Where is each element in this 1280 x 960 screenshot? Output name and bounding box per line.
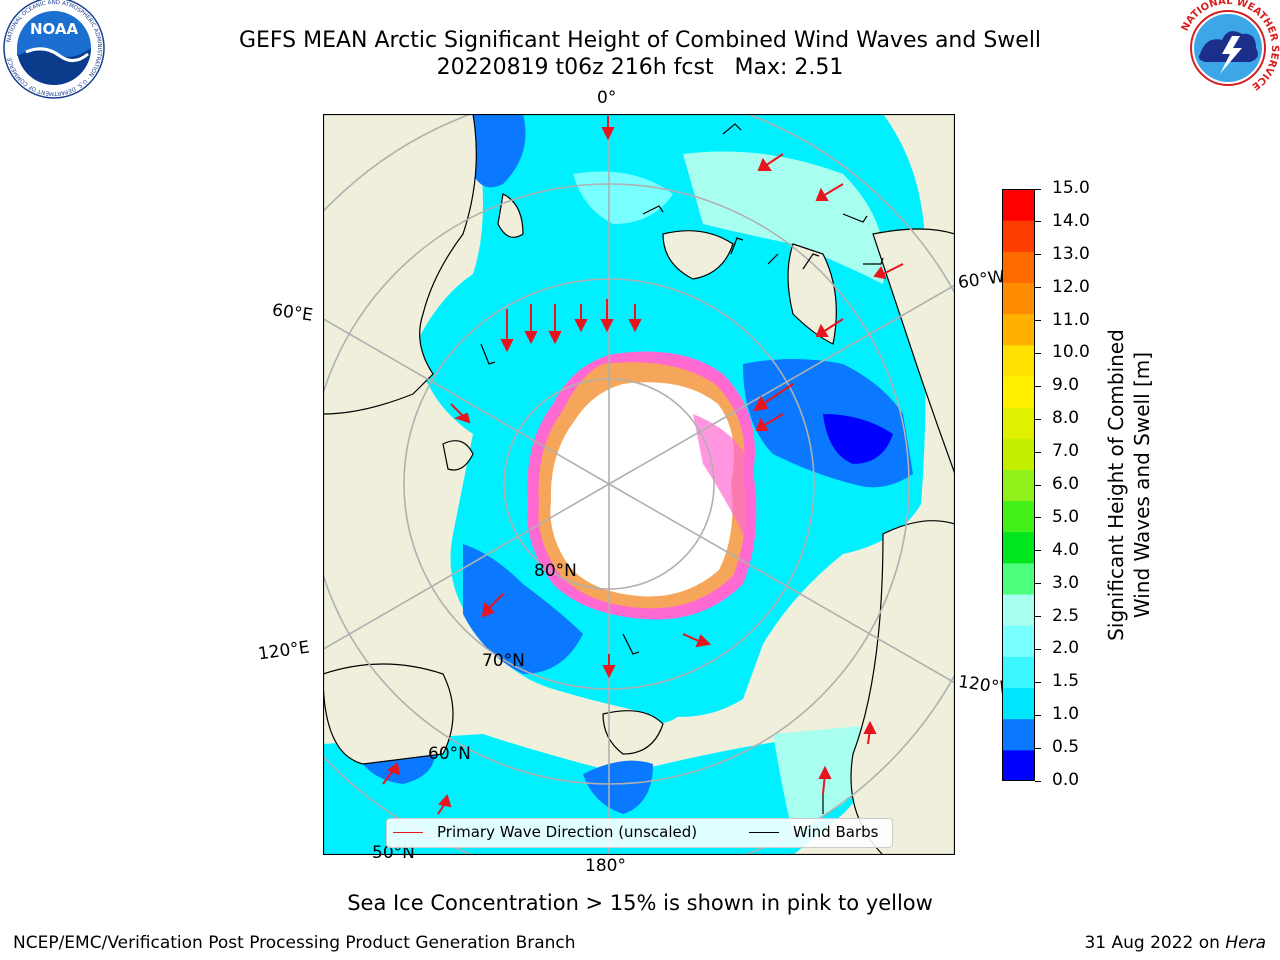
lat-label-50: 50°N (372, 843, 415, 863)
colorbar-tick-label: 9.0 (1052, 375, 1080, 396)
noaa-logo: NOAA NATIONAL OCEANIC AND ATMOSPHERIC AD… (3, 0, 105, 99)
colorbar-tick-mark (1035, 484, 1041, 486)
colorbar-tick-mark (1035, 550, 1041, 552)
colorbar-tick-label: 11.0 (1052, 309, 1090, 330)
sea-ice-field (527, 351, 757, 620)
colorbar-tick-label: 7.0 (1052, 441, 1080, 462)
wind-barbs (480, 123, 884, 814)
colorbar-tick-mark (1035, 517, 1041, 519)
coastlines (323, 114, 955, 855)
wind-barb-legend-label: Wind Barbs (793, 823, 879, 841)
footer-left: NCEP/EMC/Verification Post Processing Pr… (13, 933, 576, 953)
colorbar-tick-label: 0.0 (1052, 770, 1080, 790)
wave-direction-legend-line (393, 832, 423, 833)
colorbar-bin (1002, 189, 1035, 221)
colorbar-bin (1002, 344, 1035, 377)
colorbar-tick-mark (1035, 352, 1041, 354)
colorbar-tick-mark (1035, 747, 1041, 749)
colorbar-title: Significant Height of Combined Wind Wave… (1103, 315, 1155, 655)
colorbar-tick-mark (1035, 287, 1041, 289)
colorbar-tick-label: 12.0 (1052, 276, 1090, 297)
colorbar-tick-label: 1.5 (1052, 671, 1080, 692)
colorbar-tick-mark (1035, 418, 1041, 420)
lat-label-80: 80°N (534, 561, 577, 581)
footer-right: 31 Aug 2022 on Hera (1084, 933, 1266, 953)
colorbar-bin (1002, 407, 1035, 439)
colorbar-tick-label: 14.0 (1052, 210, 1090, 231)
colorbar-tick-mark (1035, 681, 1041, 683)
colorbar-tick-mark (1035, 188, 1041, 190)
colorbar-tick-label: 15.0 (1052, 178, 1090, 198)
lon-label-120e: 120°E (256, 637, 311, 665)
colorbar-tick-label: 1.0 (1052, 704, 1080, 725)
colorbar-bin (1002, 625, 1035, 657)
colorbar-tick-label: 8.0 (1052, 408, 1080, 429)
colorbar-title-line1: Significant Height of Combined (1104, 329, 1128, 641)
colorbar (1002, 189, 1035, 781)
footer-date: 31 Aug 2022 on (1084, 933, 1226, 953)
lon-label-60w: 60°W (956, 266, 1007, 294)
colorbar-tick-mark (1035, 714, 1041, 716)
colorbar-tick-label: 2.0 (1052, 638, 1080, 659)
colorbar-tick-label: 6.0 (1052, 474, 1080, 494)
colorbar-bin (1002, 562, 1035, 595)
polar-map (323, 114, 955, 855)
colorbar-bin (1002, 718, 1035, 751)
colorbar-tick-mark (1035, 385, 1041, 387)
lat-label-70: 70°N (482, 651, 525, 671)
noaa-text: NOAA (30, 20, 79, 38)
colorbar-bin (1002, 469, 1035, 502)
wind-barb-legend-line (749, 832, 779, 833)
colorbar-tick-mark (1035, 451, 1041, 453)
map-legend: Primary Wave Direction (unscaled) Wind B… (386, 818, 893, 848)
lon-label-60e: 60°E (270, 300, 315, 326)
nws-logo: NATIONAL WEATHER SERVICE (1178, 0, 1280, 98)
lon-label-0: 0° (597, 88, 617, 108)
colorbar-tick-label: 10.0 (1052, 342, 1090, 363)
colorbar-bin (1002, 282, 1035, 315)
colorbar-bin (1002, 251, 1035, 283)
colorbar-bin (1002, 687, 1035, 720)
wave-direction-arrows (382, 116, 904, 815)
chart-title: GEFS MEAN Arctic Significant Height of C… (238, 28, 1042, 53)
colorbar-tick-label: 2.5 (1052, 605, 1080, 626)
colorbar-bin (1002, 220, 1035, 252)
colorbar-bin (1002, 313, 1035, 346)
chart-subtitle: 20220819 t06z 216h fcst Max: 2.51 (436, 55, 844, 80)
colorbar-tick-mark (1035, 780, 1041, 782)
colorbar-tick-label: 3.0 (1052, 572, 1080, 593)
footer-host: Hera (1225, 933, 1266, 953)
colorbar-tick-label: 13.0 (1052, 243, 1090, 264)
colorbar-bin (1002, 438, 1035, 470)
colorbar-tick-mark (1035, 648, 1041, 650)
colorbar-bin (1002, 656, 1035, 689)
lat-label-60: 60°N (428, 744, 471, 764)
graticule (323, 114, 955, 855)
colorbar-tick-label: 5.0 (1052, 506, 1080, 527)
colorbar-tick-mark (1035, 221, 1041, 223)
colorbar-bin (1002, 500, 1035, 533)
colorbar-tick-mark (1035, 320, 1041, 322)
sea-ice-caption: Sea Ice Concentration > 15% is shown in … (347, 891, 933, 915)
colorbar-tick-mark (1035, 254, 1041, 256)
wave-direction-legend-label: Primary Wave Direction (unscaled) (437, 823, 698, 841)
colorbar-tick-mark (1035, 616, 1041, 618)
colorbar-title-line2: Wind Waves and Swell [m] (1130, 351, 1154, 619)
lon-label-180: 180° (585, 856, 626, 876)
colorbar-bin (1002, 375, 1035, 408)
colorbar-tick-mark (1035, 583, 1041, 585)
colorbar-bin (1002, 749, 1035, 781)
colorbar-tick-label: 0.5 (1052, 737, 1080, 758)
map-frame (323, 114, 955, 855)
colorbar-bin (1002, 594, 1035, 626)
colorbar-bin (1002, 531, 1035, 564)
colorbar-tick-label: 4.0 (1052, 539, 1080, 560)
